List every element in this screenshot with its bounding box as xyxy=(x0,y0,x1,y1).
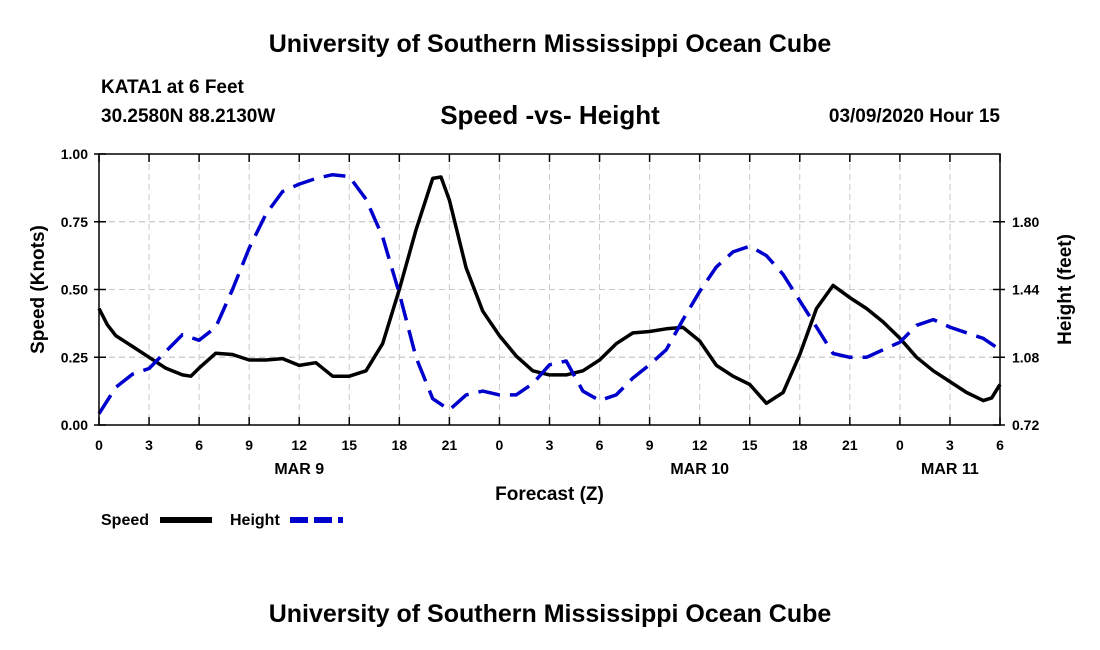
page-title: University of Southern Mississippi Ocean… xyxy=(268,30,832,58)
y-axis-title: Speed (Knots) xyxy=(28,225,49,354)
y-tick-label: 0.25 xyxy=(61,349,88,365)
x-tick-label: 6 xyxy=(596,437,604,453)
chart-title: Speed -vs- Height xyxy=(440,100,660,130)
y-tick-label: 0.00 xyxy=(61,417,88,433)
y-tick-label: 0.50 xyxy=(61,282,88,298)
date-label: MAR 11 xyxy=(921,461,979,478)
date-label: MAR 10 xyxy=(670,461,729,478)
legend-speed-label: Speed xyxy=(101,512,149,529)
y2-tick-label: 1.08 xyxy=(1012,349,1039,365)
station-name: KATA1 at 6 Feet xyxy=(101,77,244,98)
x-tick-label: 3 xyxy=(546,437,554,453)
x-tick-label: 21 xyxy=(842,437,858,453)
x-tick-label: 12 xyxy=(291,437,307,453)
footer-title: University of Southern Mississippi Ocean… xyxy=(268,600,832,628)
y2-tick-label: 1.44 xyxy=(1012,282,1039,298)
y2-axis-title: Height (feet) xyxy=(1055,234,1076,345)
forecast-run-date: 03/09/2020 Hour 15 xyxy=(828,106,1000,127)
x-tick-label: 12 xyxy=(692,437,708,453)
x-tick-label: 0 xyxy=(95,437,103,453)
x-tick-label: 9 xyxy=(245,437,253,453)
x-tick-label: 18 xyxy=(792,437,808,453)
x-tick-label: 3 xyxy=(946,437,954,453)
y2-tick-label: 1.80 xyxy=(1012,214,1039,230)
x-tick-label: 3 xyxy=(145,437,153,453)
x-tick-label: 15 xyxy=(742,437,758,453)
date-label: MAR 9 xyxy=(274,461,324,478)
y2-tick-label: 0.72 xyxy=(1012,417,1039,433)
x-axis-title: Forecast (Z) xyxy=(495,484,604,505)
x-tick-label: 21 xyxy=(442,437,458,453)
y-tick-label: 1.00 xyxy=(61,146,88,162)
legend-height-label: Height xyxy=(230,512,280,529)
x-tick-label: 0 xyxy=(496,437,504,453)
x-tick-label: 9 xyxy=(646,437,654,453)
speed-series-line xyxy=(97,175,1002,406)
height-series-line xyxy=(97,172,1001,415)
x-tick-label: 18 xyxy=(392,437,408,453)
x-tick-label: 15 xyxy=(341,437,357,453)
x-tick-label: 0 xyxy=(896,437,904,453)
station-coordinates: 30.2580N 88.2130W xyxy=(101,106,276,127)
x-tick-label: 6 xyxy=(195,437,203,453)
y-tick-label: 0.75 xyxy=(61,214,88,230)
x-tick-label: 6 xyxy=(996,437,1004,453)
